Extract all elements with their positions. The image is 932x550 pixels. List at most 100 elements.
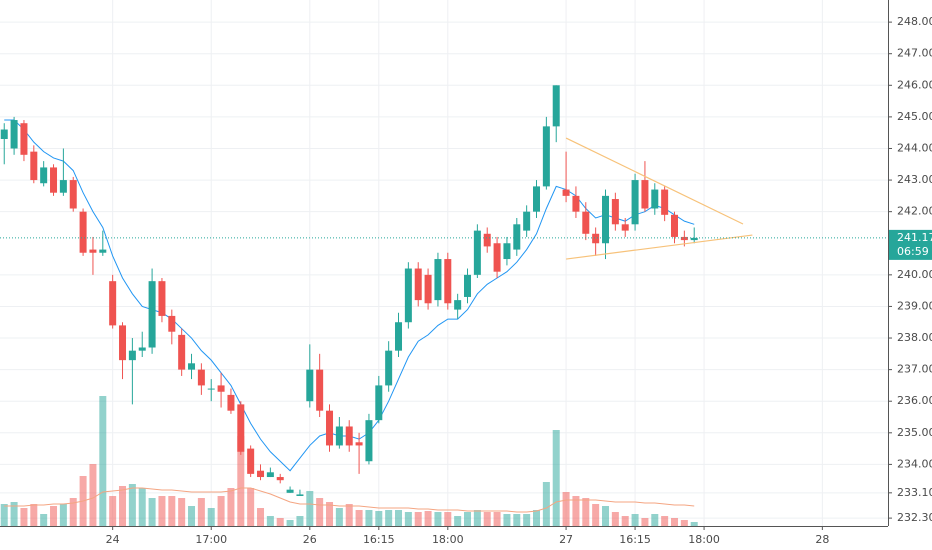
candle-body bbox=[651, 189, 659, 209]
candle-body bbox=[247, 448, 255, 474]
volume-ma-line bbox=[4, 487, 695, 513]
volume-bar bbox=[69, 498, 77, 526]
volume-bar bbox=[50, 506, 58, 526]
x-tick-label: 16:15 bbox=[619, 533, 651, 546]
candle-body bbox=[207, 388, 215, 390]
volume-bar bbox=[414, 512, 422, 526]
volume-bar bbox=[444, 512, 452, 526]
y-tick-label: 237.00 bbox=[897, 363, 932, 376]
y-tick-label: 243.00 bbox=[897, 173, 932, 186]
candle-body bbox=[395, 322, 403, 351]
candle-body bbox=[30, 151, 38, 181]
volume-bar bbox=[641, 518, 649, 526]
candle-body bbox=[50, 167, 58, 193]
volume-bar bbox=[207, 508, 215, 526]
volume-bar bbox=[395, 510, 403, 526]
candle-body bbox=[326, 410, 334, 446]
volume-bar bbox=[316, 498, 324, 526]
candle-body bbox=[316, 369, 324, 411]
candle-body bbox=[542, 126, 550, 187]
x-tick-label: 18:00 bbox=[432, 533, 464, 546]
volume-bar bbox=[592, 504, 600, 526]
volume-bar bbox=[385, 510, 393, 526]
candle-body bbox=[680, 236, 688, 241]
candle-body bbox=[444, 259, 452, 304]
candle-body bbox=[434, 259, 442, 301]
candle-body bbox=[20, 123, 28, 155]
candle-body bbox=[473, 230, 481, 275]
volume-bar bbox=[326, 502, 334, 526]
candle-body bbox=[89, 249, 97, 253]
volume-bar bbox=[168, 496, 176, 526]
volume-bar bbox=[276, 518, 284, 526]
volume-bar bbox=[434, 512, 442, 526]
candle-body bbox=[119, 325, 127, 361]
volume-bar bbox=[582, 498, 590, 526]
y-tick-label: 247.00 bbox=[897, 47, 932, 60]
volume-bar bbox=[109, 496, 117, 526]
volume-bar bbox=[621, 516, 629, 526]
y-tick-label: 246.00 bbox=[897, 78, 932, 91]
y-tick-label: 242.00 bbox=[897, 205, 932, 218]
candle-body bbox=[533, 186, 541, 212]
price-layer bbox=[0, 85, 888, 496]
candle-body bbox=[552, 85, 560, 127]
volume-layer bbox=[0, 396, 698, 526]
y-tick-label: 236.00 bbox=[897, 394, 932, 407]
candle-body bbox=[69, 180, 77, 209]
candle-body bbox=[79, 211, 87, 253]
volume-bar bbox=[148, 498, 156, 526]
x-tick-label: 18:00 bbox=[688, 533, 720, 546]
volume-bar bbox=[20, 508, 28, 526]
candle-body bbox=[188, 363, 196, 370]
volume-bar bbox=[375, 511, 383, 526]
y-tick-label: 248.00 bbox=[897, 15, 932, 28]
candle-body bbox=[523, 211, 531, 231]
volume-bar bbox=[404, 512, 412, 526]
volume-bar bbox=[296, 516, 304, 526]
volume-bar bbox=[631, 514, 639, 526]
candle-body bbox=[621, 224, 629, 231]
candle-body bbox=[128, 350, 136, 361]
candle-body bbox=[138, 347, 146, 351]
y-tick-label: 245.00 bbox=[897, 110, 932, 123]
candle-body bbox=[99, 249, 107, 253]
countdown-label: 06:59 bbox=[897, 245, 929, 258]
x-tick-label: 24 bbox=[106, 533, 120, 546]
candle-body bbox=[227, 394, 235, 411]
candle-body bbox=[168, 315, 176, 332]
volume-bar bbox=[197, 498, 205, 526]
trend-line bbox=[565, 137, 744, 225]
volume-bar bbox=[572, 496, 580, 526]
volume-bar bbox=[523, 514, 531, 526]
x-tick-label: 27 bbox=[559, 533, 573, 546]
candle-body bbox=[385, 350, 393, 386]
candle-body bbox=[148, 281, 156, 348]
volume-bar bbox=[286, 520, 294, 526]
volume-bar bbox=[355, 510, 363, 526]
candle-body bbox=[562, 189, 570, 196]
candle-body bbox=[641, 180, 649, 209]
candle-body bbox=[375, 385, 383, 421]
volume-bar bbox=[40, 514, 48, 526]
volume-bar bbox=[266, 516, 274, 526]
y-tick-label: 234.00 bbox=[897, 457, 932, 470]
volume-bar bbox=[158, 496, 166, 526]
volume-bar bbox=[59, 504, 67, 526]
volume-bar bbox=[188, 506, 196, 526]
grid bbox=[0, 0, 888, 526]
candle-body bbox=[296, 494, 304, 496]
volume-bar bbox=[227, 488, 235, 526]
volume-bar bbox=[533, 510, 541, 526]
candle-body bbox=[493, 243, 501, 272]
volume-bar bbox=[424, 511, 432, 526]
volume-bar bbox=[237, 436, 245, 526]
y-tick-label: 239.00 bbox=[897, 299, 932, 312]
candle-body bbox=[306, 369, 314, 402]
candle-body bbox=[59, 180, 67, 193]
y-tick-label: 240.00 bbox=[897, 268, 932, 281]
candle-body bbox=[592, 233, 600, 244]
x-tick-label: 17:00 bbox=[195, 533, 227, 546]
candle-body bbox=[158, 281, 166, 316]
